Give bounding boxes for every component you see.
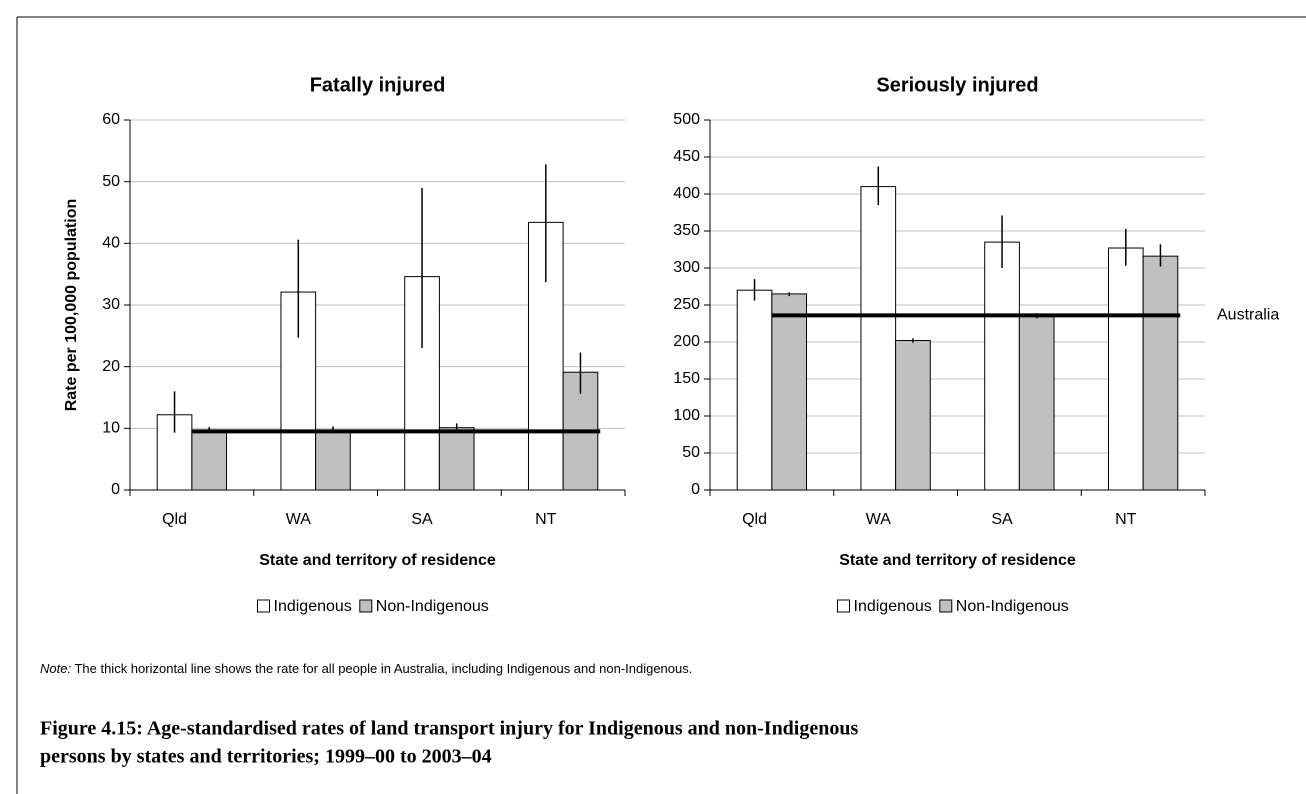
bar <box>860 186 897 491</box>
bar <box>736 289 773 491</box>
y-tick-label: 150 <box>673 370 700 387</box>
y-tick-label: 200 <box>673 333 700 350</box>
note-text: The thick horizontal line shows the rate… <box>71 661 692 676</box>
y-tick-label: 50 <box>682 444 700 461</box>
x-tick-label: WA <box>286 511 312 528</box>
y-tick-label: 30 <box>102 296 120 313</box>
x-tick-label: SA <box>991 511 1013 528</box>
bar <box>191 429 228 491</box>
caption-line: Figure 4.15: Age-standardised rates of l… <box>40 718 858 740</box>
legend-swatch <box>257 599 270 613</box>
y-tick-label: 100 <box>673 407 700 424</box>
y-tick-label: 250 <box>673 296 700 313</box>
legend-swatch <box>837 599 850 613</box>
y-tick-label: 400 <box>673 185 700 202</box>
bar <box>1018 314 1055 491</box>
y-tick-label: 40 <box>102 235 120 252</box>
legend: Indigenous Non-Indigenous <box>257 598 489 615</box>
x-tick-label: Qld <box>742 511 767 528</box>
reference-label: Australia <box>1217 307 1279 324</box>
y-tick-label: 50 <box>102 173 120 190</box>
y-tick-label: 500 <box>673 111 700 128</box>
bar <box>1107 247 1144 491</box>
y-tick-label: 300 <box>673 259 700 276</box>
legend-swatch <box>359 599 373 613</box>
y-tick-label: 20 <box>102 358 120 375</box>
y-axis-title: Rate per 100,000 population <box>63 199 80 412</box>
chart-title: Seriously injured <box>876 74 1038 96</box>
note-label: Note: <box>40 661 71 676</box>
legend-label: Non-Indigenous <box>376 598 489 615</box>
bar <box>315 429 351 491</box>
bar <box>771 293 808 491</box>
bar <box>1142 255 1179 491</box>
legend-label: Non-Indigenous <box>956 598 1069 615</box>
y-tick-label: 450 <box>673 148 700 165</box>
x-tick-label: WA <box>866 511 892 528</box>
y-tick-label: 0 <box>691 481 700 498</box>
y-tick-label: 350 <box>673 222 700 239</box>
y-tick-label: 0 <box>111 481 120 498</box>
legend-label: Indigenous <box>274 598 352 615</box>
bar <box>984 241 1020 491</box>
caption-line: persons by states and territories; 1999–… <box>40 746 492 768</box>
x-tick-label: NT <box>535 511 557 528</box>
x-tick-label: Qld <box>162 511 187 528</box>
legend-label: Indigenous <box>854 598 932 615</box>
x-tick-label: NT <box>1115 511 1137 528</box>
y-tick-label: 60 <box>102 111 120 128</box>
chart-title: Fatally injured <box>310 74 446 96</box>
bar <box>438 427 475 491</box>
legend: Indigenous Non-Indigenous <box>837 598 1069 615</box>
y-tick-label: 10 <box>102 420 120 437</box>
bar <box>895 340 931 491</box>
legend-swatch <box>939 599 953 613</box>
x-tick-label: SA <box>411 511 433 528</box>
note: Note: The thick horizontal line shows th… <box>40 661 692 676</box>
x-axis-title: State and territory of residence <box>839 552 1076 569</box>
x-axis-title: State and territory of residence <box>259 552 496 569</box>
